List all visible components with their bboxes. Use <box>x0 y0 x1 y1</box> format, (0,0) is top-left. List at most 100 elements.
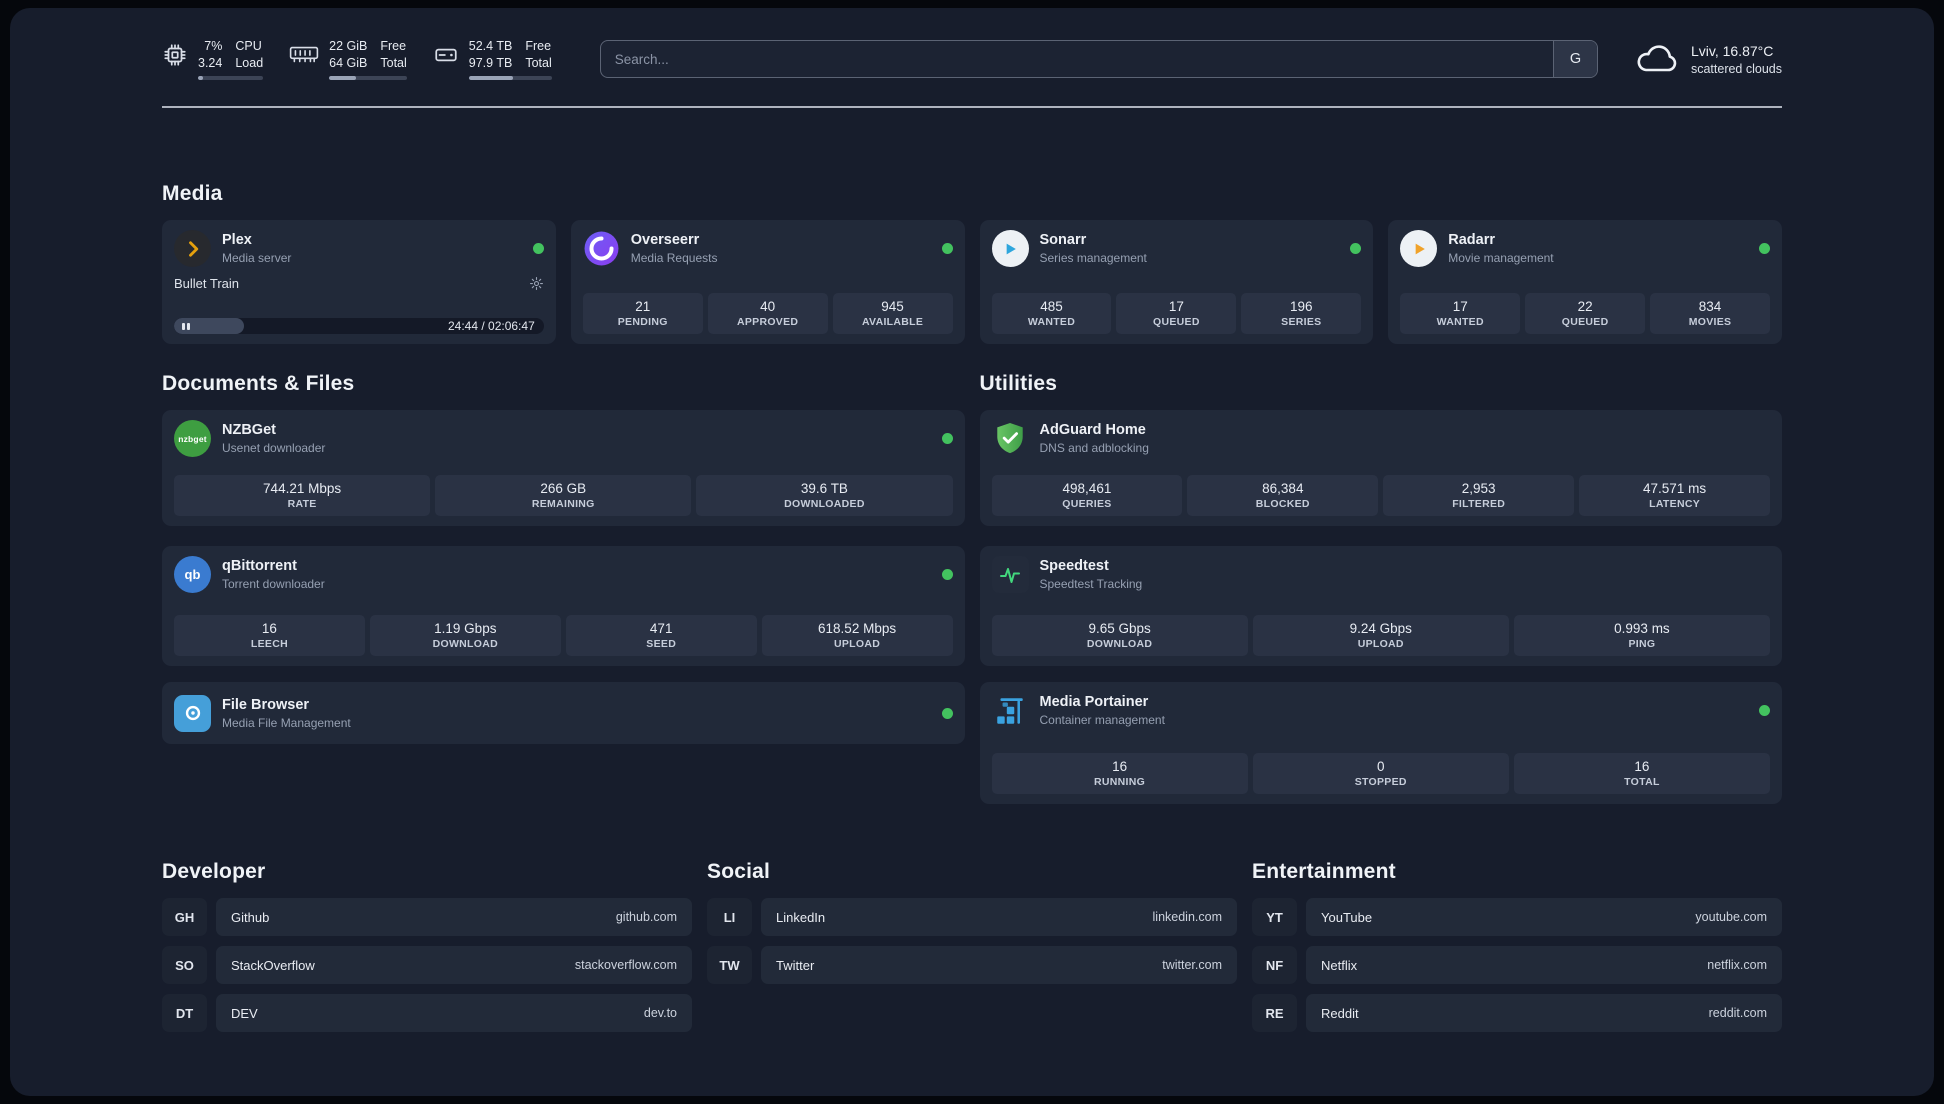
app-description: Movie management <box>1448 251 1554 265</box>
radarr-icon <box>1400 230 1438 267</box>
playback-time: 24:44 / 02:06:47 <box>448 319 535 333</box>
status-dot <box>941 433 953 444</box>
cpu-load-label: Load <box>235 55 264 70</box>
stat-tile: 266 GB REMAINING <box>435 475 692 516</box>
search-engine-button[interactable]: G <box>1552 41 1597 77</box>
app-name: Overseerr <box>630 232 700 248</box>
pause-icon[interactable] <box>182 322 190 330</box>
adguard-card[interactable]: AdGuard Home DNS and adblocking 498,461 Q… <box>979 410 1782 526</box>
bookmark-link-youtube[interactable]: YouTube youtube.com <box>1306 898 1782 936</box>
bookmark-link-dev[interactable]: DEV dev.to <box>216 994 692 1032</box>
portainer-card[interactable]: Media Portainer Container management 16 R… <box>979 682 1782 804</box>
bookmark-code-badge[interactable]: SO <box>162 946 207 984</box>
overseerr-icon <box>583 230 620 267</box>
qbittorrent-icon: qb <box>174 556 211 593</box>
speedtest-graph-icon <box>991 556 1029 593</box>
adguard-shield-icon <box>992 420 1029 457</box>
bookmark-row-linkedin: LI LinkedIn linkedin.com <box>707 898 1237 936</box>
disk-usage-bar <box>468 76 552 80</box>
bookmark-link-twitter[interactable]: Twitter twitter.com <box>761 946 1237 984</box>
section-title-entertainment: Entertainment <box>1252 860 1396 883</box>
bookmark-link-linkedin[interactable]: LinkedIn linkedin.com <box>761 898 1237 936</box>
overseerr-card[interactable]: Overseerr Media Requests 21 PENDING 40 APP… <box>570 220 965 344</box>
app-description: Media server <box>222 251 292 265</box>
stat-tile: 16 TOTAL <box>1513 753 1771 794</box>
top-bar: 7% 3.24 CPU Load <box>162 36 1782 82</box>
section-title-media: Media <box>162 182 223 205</box>
bookmark-row-github: GH Github github.com <box>162 898 692 936</box>
qbittorrent-card[interactable]: qb qBittorrent Torrent downloader 16 LEEC… <box>162 546 965 666</box>
app-name: Sonarr <box>1039 232 1087 248</box>
stat-tile: 39.6 TB DOWNLOADED <box>696 475 953 516</box>
bookmark-code-badge[interactable]: LI <box>707 898 752 936</box>
stat-tile: 744.21 Mbps RATE <box>174 475 431 516</box>
bookmark-code-badge[interactable]: NF <box>1252 946 1297 984</box>
bookmark-code-badge[interactable]: YT <box>1252 898 1297 936</box>
search-bar: G <box>599 40 1598 78</box>
stat-tile: 16 LEECH <box>174 615 365 656</box>
disk-free-label: Free <box>525 39 552 53</box>
plex-card[interactable]: Plex Media server Bullet Train <box>162 220 556 344</box>
cpu-usage-bar <box>198 76 264 80</box>
section-title-utilities: Utilities <box>979 372 1058 395</box>
cpu-chip-icon <box>162 42 188 68</box>
disk-monitor: 52.4 TB 97.9 TB Free Total <box>433 38 552 80</box>
hard-drive-icon <box>433 42 459 68</box>
bookmark-link-reddit[interactable]: Reddit reddit.com <box>1306 994 1782 1032</box>
cloud-icon <box>1634 43 1678 75</box>
filebrowser-card[interactable]: File Browser Media File Management <box>162 682 965 744</box>
weather-widget: Lviv, 16.87°C scattered clouds <box>1634 43 1782 76</box>
stat-tile: 2,953 FILTERED <box>1383 475 1575 516</box>
status-dot <box>1350 243 1362 254</box>
documents-column: Documents & Files nzbget NZBGet Usenet d… <box>162 372 965 744</box>
cpu-label: CPU <box>235 39 262 53</box>
app-name: AdGuard Home <box>1039 422 1146 438</box>
status-dot <box>941 707 953 719</box>
bookmark-link-github[interactable]: Github github.com <box>216 898 692 936</box>
stat-tile: 485 WANTED <box>991 293 1112 334</box>
speedtest-card[interactable]: Speedtest Speedtest Tracking 9.65 Gbps DO… <box>979 546 1782 666</box>
stat-tile: 17 QUEUED <box>1116 293 1237 334</box>
stat-tile: 21 PENDING <box>582 293 703 334</box>
header-divider <box>162 106 1782 108</box>
bookmark-link-netflix[interactable]: Netflix netflix.com <box>1306 946 1782 984</box>
sonarr-icon <box>991 230 1029 267</box>
stat-tile: 9.65 Gbps DOWNLOAD <box>991 615 1248 656</box>
bookmark-row-twitter: TW Twitter twitter.com <box>707 946 1237 984</box>
stat-tile: 834 MOVIES <box>1650 293 1771 334</box>
bookmark-row-youtube: YT YouTube youtube.com <box>1252 898 1782 936</box>
ram-total-value: 64 GiB <box>329 55 368 70</box>
playback-progress-bar: 24:44 / 02:06:47 <box>174 318 544 334</box>
bookmark-code-badge[interactable]: DT <box>162 994 207 1032</box>
stat-tile: 86,384 BLOCKED <box>1187 475 1379 516</box>
app-name: NZBGet <box>222 422 276 438</box>
cpu-monitor: 7% 3.24 CPU Load <box>162 38 264 80</box>
status-dot <box>1759 705 1770 716</box>
status-dot <box>532 243 544 254</box>
disk-free-value: 52.4 TB <box>468 39 513 53</box>
portainer-icon <box>992 692 1029 729</box>
stat-tile: 9.24 Gbps UPLOAD <box>1252 615 1509 656</box>
plex-icon <box>174 230 211 267</box>
ram-monitor: 22 GiB 64 GiB Free Total <box>289 38 407 80</box>
developer-bookmarks: Developer GH Github github.com SO StackO… <box>162 860 692 1042</box>
status-dot <box>941 243 953 254</box>
nzbget-card[interactable]: nzbget NZBGet Usenet downloader 744.21 M… <box>162 410 965 526</box>
app-description: Usenet downloader <box>222 441 326 455</box>
bookmark-link-stackoverflow[interactable]: StackOverflow stackoverflow.com <box>216 946 692 984</box>
sonarr-card[interactable]: Sonarr Series management 485 WANTED 17 QUE… <box>979 220 1374 344</box>
gear-icon[interactable] <box>529 276 544 291</box>
stat-tile: 1.19 Gbps DOWNLOAD <box>369 615 561 656</box>
bookmark-row-dev: DT DEV dev.to <box>162 994 692 1032</box>
radarr-card[interactable]: Radarr Movie management 17 WANTED 22 QUEUE… <box>1388 220 1782 344</box>
nzbget-icon: nzbget <box>174 420 211 457</box>
filebrowser-icon <box>174 694 211 732</box>
cpu-percent: 7% <box>204 39 223 53</box>
app-description: Container management <box>1039 713 1165 727</box>
ram-free-label: Free <box>380 39 407 53</box>
bookmark-code-badge[interactable]: GH <box>162 898 207 936</box>
bookmark-code-badge[interactable]: RE <box>1252 994 1297 1032</box>
search-input[interactable] <box>600 51 1553 67</box>
app-description: Media Requests <box>630 251 718 265</box>
bookmark-code-badge[interactable]: TW <box>707 946 752 984</box>
